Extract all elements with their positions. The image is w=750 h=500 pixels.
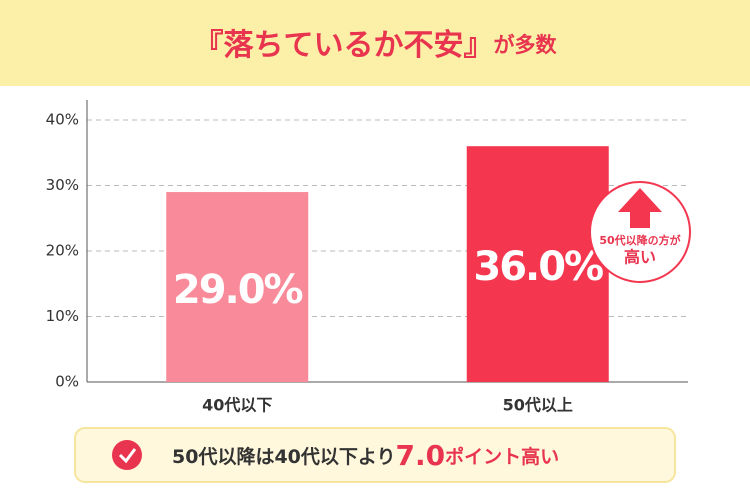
check-icon <box>112 440 142 470</box>
check-mark <box>118 448 137 464</box>
badge-line: 高い <box>624 248 656 267</box>
x-tick-label: 50代以上 <box>503 396 573 415</box>
bar <box>166 192 309 382</box>
footer-box <box>74 427 676 483</box>
footer-text: 50代以降は40代以下より7.0ポイント高い <box>172 439 559 472</box>
footer-highlight: 7.0 <box>396 439 446 472</box>
y-tick-label: 30% <box>46 176 79 194</box>
y-tick-label: 0% <box>55 373 79 391</box>
badge-circle <box>589 181 691 283</box>
value-label: 36.0% <box>473 244 603 290</box>
badge-line: 50代以降の方が <box>599 233 680 247</box>
header-band <box>0 0 750 86</box>
title-main: 『落ちているか不安』 <box>194 28 494 63</box>
chart-title: 『落ちているか不安』が多数 <box>194 28 558 63</box>
x-tick-label: 40代以下 <box>202 396 272 415</box>
badge-arrow <box>618 188 662 228</box>
value-label: 29.0% <box>173 267 303 313</box>
y-tick-label: 20% <box>46 242 79 260</box>
bar <box>466 146 609 382</box>
footer-after: ポイント高い <box>445 445 559 468</box>
title-suffix: が多数 <box>494 33 558 57</box>
footer-before: 50代以降は40代以下より <box>172 445 396 468</box>
y-tick-label: 40% <box>46 111 79 129</box>
y-tick-label: 10% <box>46 307 79 325</box>
